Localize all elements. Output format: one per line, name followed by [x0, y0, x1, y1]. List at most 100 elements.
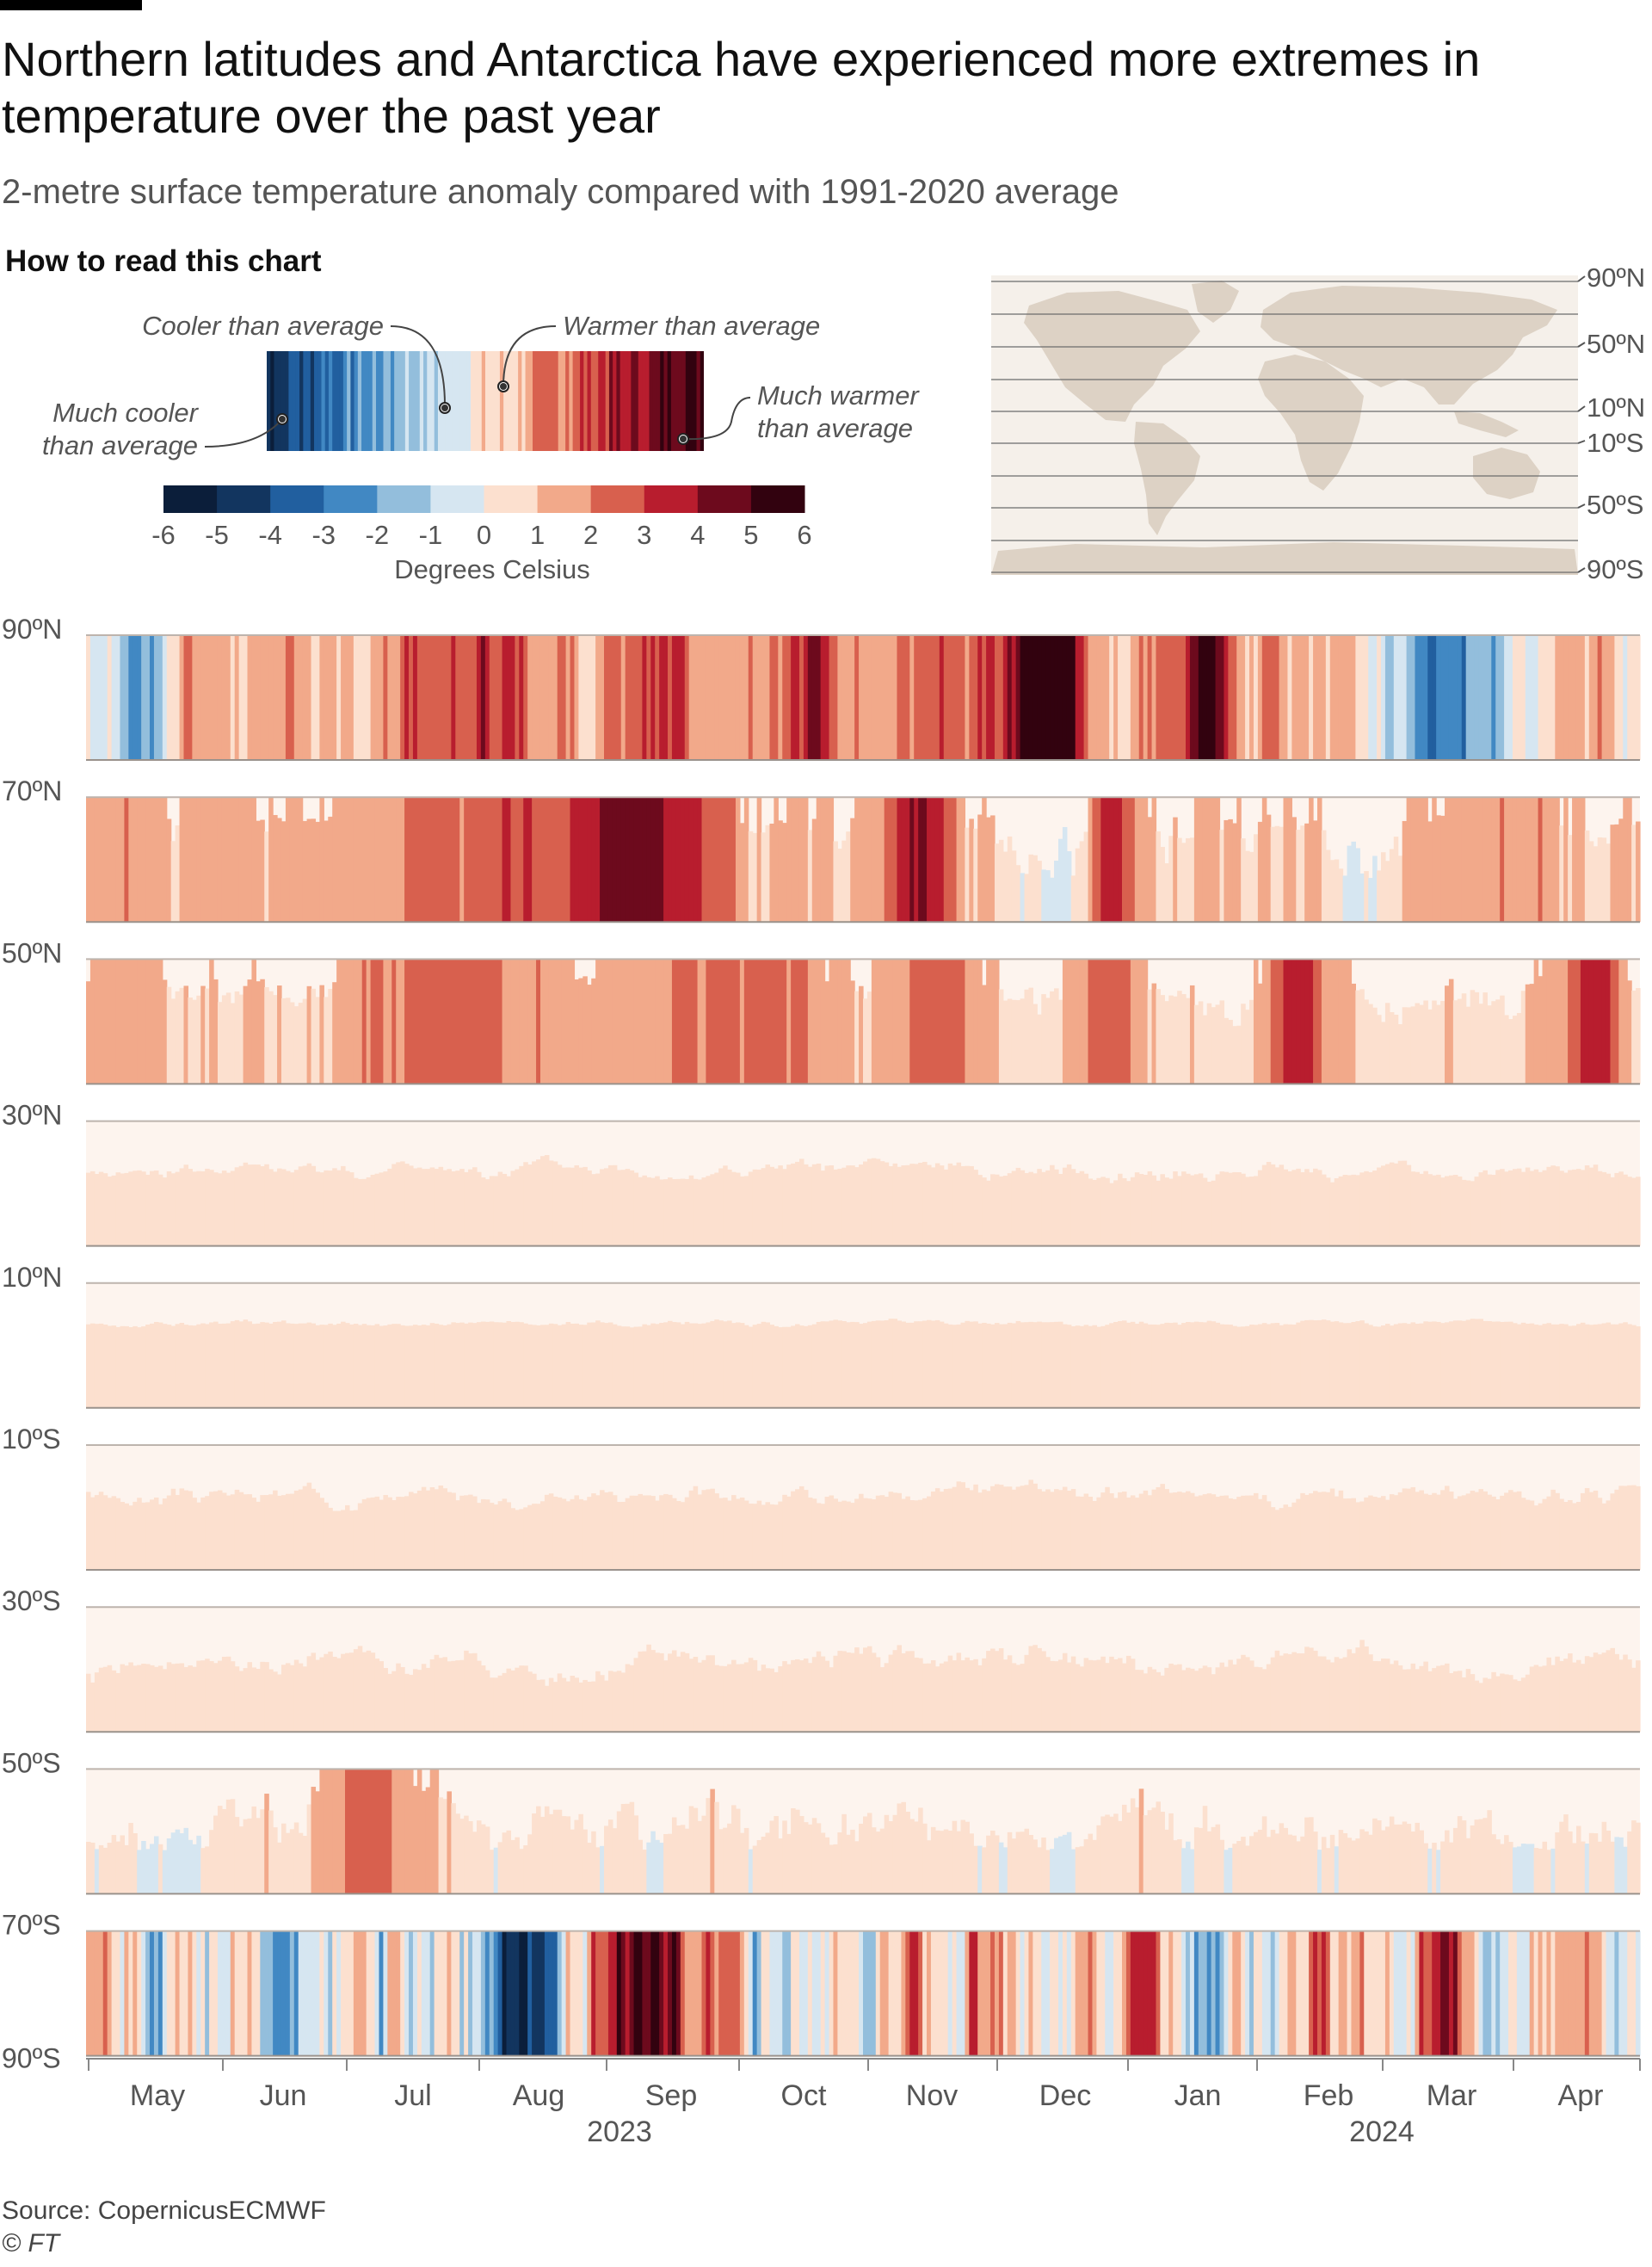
anomaly-column [583, 1166, 588, 1246]
anomaly-column [574, 1323, 579, 1408]
anomaly-column [1393, 1660, 1399, 1733]
anomaly-column [1636, 1486, 1641, 1570]
anomaly-column [854, 1647, 860, 1733]
anomaly-column [655, 1324, 660, 1408]
anomaly-column [714, 1930, 719, 2056]
anomaly-column [213, 1172, 219, 1246]
anomaly-column [892, 1163, 898, 1246]
anomaly-column [1189, 1930, 1195, 2056]
anomaly-column [718, 1829, 724, 1894]
anomaly-column [1125, 1930, 1131, 2056]
anomaly-column [901, 959, 906, 1084]
anomaly-column [361, 635, 367, 760]
anomaly-column [901, 1652, 906, 1733]
anomaly-column [1296, 1498, 1301, 1570]
anomaly-column [1588, 959, 1594, 1084]
anomaly-column [761, 959, 767, 1084]
anomaly-column [493, 1677, 499, 1733]
anomaly-column [1092, 1500, 1097, 1570]
anomaly-column [387, 1497, 392, 1570]
anomaly-column [324, 997, 329, 1084]
anomaly-column [956, 1652, 962, 1733]
anomaly-column [412, 1669, 418, 1733]
anomaly-column [120, 1835, 126, 1894]
anomaly-column [1193, 1174, 1199, 1246]
anomaly-column [1186, 1173, 1191, 1246]
anomaly-column [192, 1930, 197, 2056]
anomaly-column [268, 1930, 274, 2056]
anomaly-column [124, 635, 129, 760]
anomaly-column [901, 1321, 906, 1408]
anomaly-column [1342, 1498, 1348, 1570]
anomaly-column [497, 797, 503, 923]
anomaly-column [1015, 1486, 1021, 1570]
anomaly-column [336, 1930, 342, 2056]
anomaly-column [1113, 635, 1119, 760]
legend-strip-column [306, 351, 311, 451]
anomaly-column [102, 1666, 108, 1733]
anomaly-column [986, 1323, 991, 1408]
anomaly-column [137, 1170, 142, 1246]
anomaly-column [1011, 1323, 1017, 1408]
anomaly-column [1041, 1930, 1046, 2056]
anomaly-column [506, 1930, 512, 2056]
anomaly-column [756, 635, 762, 760]
anomaly-column [1452, 1000, 1458, 1084]
anomaly-column [1232, 1844, 1237, 1894]
anomaly-column [897, 1645, 903, 1733]
anomaly-column [361, 1178, 367, 1246]
anomaly-column [1164, 1667, 1169, 1733]
anomaly-column [1198, 1001, 1204, 1084]
anomaly-column [480, 1177, 486, 1246]
anomaly-column [1495, 635, 1501, 760]
anomaly-column [668, 1320, 673, 1408]
anomaly-column [217, 635, 223, 760]
anomaly-column [909, 1651, 915, 1733]
anomaly-column [285, 1832, 291, 1894]
anomaly-column [484, 1930, 490, 2056]
anomaly-column [977, 959, 983, 1084]
anomaly-column [1597, 837, 1603, 923]
anomaly-column [1606, 1173, 1612, 1246]
anomaly-column [1465, 1493, 1471, 1570]
anomaly-column [1529, 1500, 1535, 1570]
anomaly-column [565, 1681, 571, 1733]
anomaly-column [374, 1930, 380, 2056]
anomaly-column [1092, 1179, 1097, 1246]
anomaly-column [761, 1665, 767, 1733]
anomaly-column [400, 635, 405, 760]
anomaly-column [311, 818, 317, 923]
anomaly-column [1415, 1323, 1421, 1408]
anomaly-column [1215, 1497, 1221, 1570]
anomaly-column [774, 959, 779, 1084]
anomaly-column [234, 1930, 240, 2056]
anomaly-column [425, 1667, 431, 1733]
anomaly-column [871, 797, 877, 923]
anomaly-column [888, 1492, 894, 1570]
anomaly-column [952, 635, 958, 760]
anomaly-column [277, 1168, 282, 1246]
anomaly-column [120, 797, 126, 923]
anomaly-column [901, 1498, 906, 1570]
anomaly-column [1130, 1321, 1136, 1408]
anomaly-column [1538, 1848, 1544, 1894]
anomaly-column [1291, 1170, 1297, 1246]
anomaly-column [633, 959, 639, 1084]
anomaly-column [557, 1673, 563, 1733]
anomaly-column [1321, 830, 1327, 923]
anomaly-column [1253, 1176, 1259, 1246]
anomaly-column [1351, 1322, 1356, 1408]
anomaly-column [1368, 1930, 1373, 2056]
anomaly-column [519, 959, 524, 1084]
anomaly-column [1355, 990, 1360, 1084]
anomaly-column [1070, 1849, 1076, 1894]
anomaly-column [829, 797, 835, 923]
anomaly-column [1266, 635, 1272, 760]
anomaly-column [795, 1659, 800, 1733]
anomaly-column [1257, 635, 1263, 760]
anomaly-column [217, 1490, 223, 1570]
anomaly-column [1495, 1499, 1501, 1570]
anomaly-column [1270, 1164, 1276, 1246]
anomaly-column [668, 635, 673, 760]
anomaly-column [646, 1177, 651, 1246]
